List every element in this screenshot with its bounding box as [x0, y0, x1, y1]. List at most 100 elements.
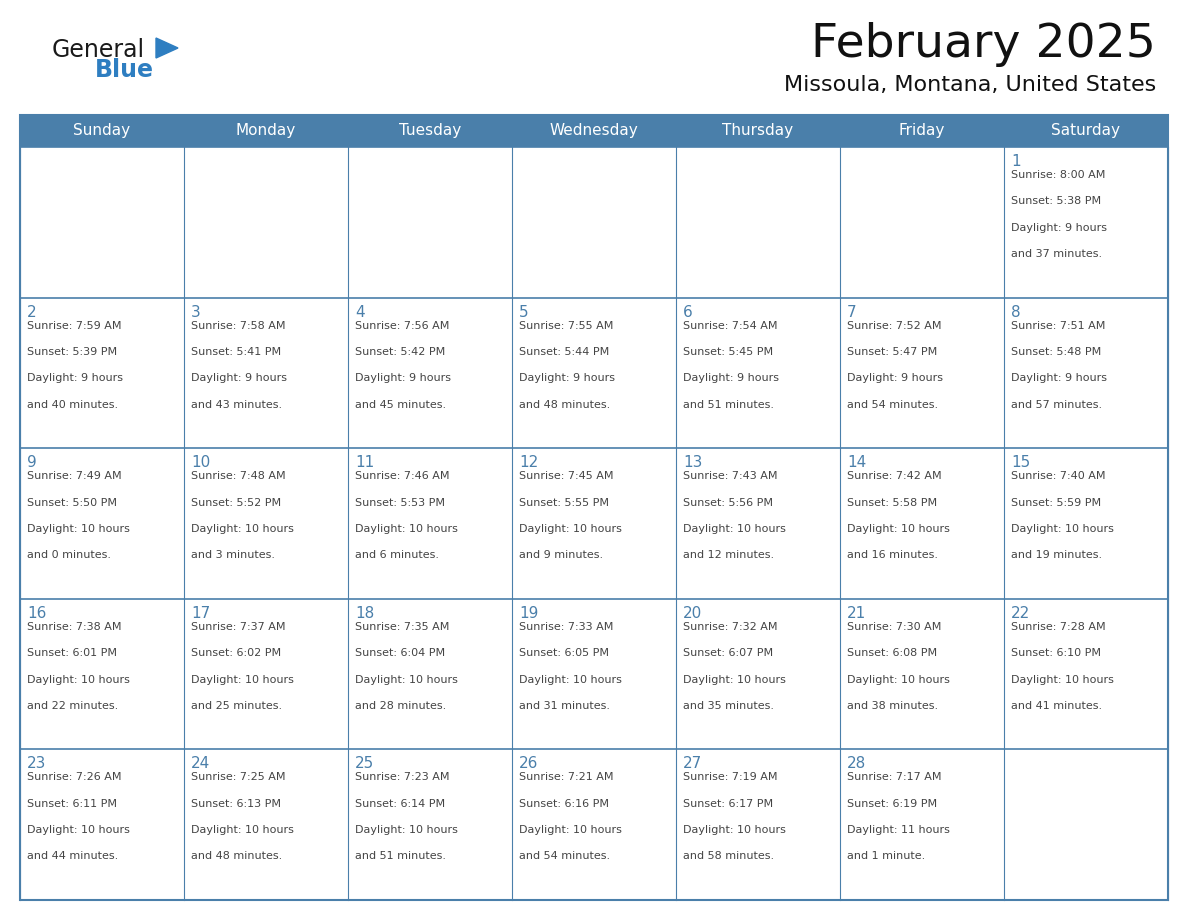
- Text: and 22 minutes.: and 22 minutes.: [27, 700, 119, 711]
- Text: Sunrise: 7:25 AM: Sunrise: 7:25 AM: [191, 772, 285, 782]
- Text: Sunrise: 7:56 AM: Sunrise: 7:56 AM: [355, 320, 449, 330]
- Bar: [676, 147, 840, 297]
- Bar: [840, 448, 1004, 599]
- Text: and 31 minutes.: and 31 minutes.: [519, 700, 609, 711]
- Text: 25: 25: [355, 756, 374, 771]
- Text: 20: 20: [683, 606, 702, 621]
- Bar: [20, 147, 184, 297]
- Text: 18: 18: [355, 606, 374, 621]
- Text: Daylight: 9 hours: Daylight: 9 hours: [683, 374, 779, 384]
- Text: Sunrise: 7:17 AM: Sunrise: 7:17 AM: [847, 772, 942, 782]
- Text: and 40 minutes.: and 40 minutes.: [27, 399, 118, 409]
- Bar: [676, 297, 840, 448]
- Text: 4: 4: [355, 305, 365, 319]
- Text: Daylight: 10 hours: Daylight: 10 hours: [1011, 675, 1114, 685]
- Text: Daylight: 9 hours: Daylight: 9 hours: [27, 374, 124, 384]
- Text: 5: 5: [519, 305, 529, 319]
- Text: Sunrise: 7:42 AM: Sunrise: 7:42 AM: [847, 471, 942, 481]
- Text: 13: 13: [683, 455, 702, 470]
- Text: and 38 minutes.: and 38 minutes.: [847, 700, 939, 711]
- Text: 21: 21: [847, 606, 866, 621]
- Text: 14: 14: [847, 455, 866, 470]
- Text: Daylight: 10 hours: Daylight: 10 hours: [683, 524, 786, 534]
- Text: 23: 23: [27, 756, 46, 771]
- Text: Daylight: 9 hours: Daylight: 9 hours: [191, 374, 287, 384]
- Text: 3: 3: [191, 305, 201, 319]
- Text: and 51 minutes.: and 51 minutes.: [355, 852, 446, 861]
- Text: Sunrise: 7:19 AM: Sunrise: 7:19 AM: [683, 772, 777, 782]
- Text: 1: 1: [1011, 154, 1020, 169]
- Text: Daylight: 10 hours: Daylight: 10 hours: [847, 675, 950, 685]
- Text: 7: 7: [847, 305, 857, 319]
- Text: Sunset: 6:11 PM: Sunset: 6:11 PM: [27, 799, 116, 809]
- Bar: [512, 448, 676, 599]
- Text: Sunday: Sunday: [74, 124, 131, 139]
- Text: Blue: Blue: [95, 58, 154, 82]
- Bar: [512, 147, 676, 297]
- Text: Sunrise: 7:37 AM: Sunrise: 7:37 AM: [191, 621, 285, 632]
- Text: Sunset: 6:13 PM: Sunset: 6:13 PM: [191, 799, 282, 809]
- Text: Daylight: 10 hours: Daylight: 10 hours: [519, 675, 621, 685]
- Text: Sunset: 6:05 PM: Sunset: 6:05 PM: [519, 648, 609, 658]
- Text: and 19 minutes.: and 19 minutes.: [1011, 550, 1102, 560]
- Text: and 54 minutes.: and 54 minutes.: [519, 852, 611, 861]
- Bar: [184, 749, 348, 900]
- Text: 27: 27: [683, 756, 702, 771]
- Text: 15: 15: [1011, 455, 1030, 470]
- Text: Daylight: 10 hours: Daylight: 10 hours: [519, 825, 621, 835]
- Text: and 57 minutes.: and 57 minutes.: [1011, 399, 1102, 409]
- Text: Sunrise: 7:35 AM: Sunrise: 7:35 AM: [355, 621, 449, 632]
- Text: and 25 minutes.: and 25 minutes.: [191, 700, 282, 711]
- Text: Sunrise: 7:32 AM: Sunrise: 7:32 AM: [683, 621, 777, 632]
- Bar: [676, 599, 840, 749]
- Bar: [676, 749, 840, 900]
- Polygon shape: [156, 38, 178, 58]
- Text: Missoula, Montana, United States: Missoula, Montana, United States: [784, 75, 1156, 95]
- Text: Friday: Friday: [899, 124, 946, 139]
- Text: Sunrise: 7:55 AM: Sunrise: 7:55 AM: [519, 320, 613, 330]
- Text: Monday: Monday: [236, 124, 296, 139]
- Text: 12: 12: [519, 455, 538, 470]
- Text: Thursday: Thursday: [722, 124, 794, 139]
- Text: 2: 2: [27, 305, 37, 319]
- Text: Sunrise: 7:59 AM: Sunrise: 7:59 AM: [27, 320, 121, 330]
- Bar: [20, 115, 1168, 147]
- Bar: [20, 599, 184, 749]
- Bar: [348, 749, 512, 900]
- Text: and 1 minute.: and 1 minute.: [847, 852, 925, 861]
- Text: Daylight: 10 hours: Daylight: 10 hours: [27, 524, 129, 534]
- Text: 22: 22: [1011, 606, 1030, 621]
- Text: Tuesday: Tuesday: [399, 124, 461, 139]
- Text: Sunset: 5:52 PM: Sunset: 5:52 PM: [191, 498, 282, 508]
- Text: Daylight: 10 hours: Daylight: 10 hours: [847, 524, 950, 534]
- Text: Sunset: 6:07 PM: Sunset: 6:07 PM: [683, 648, 773, 658]
- Text: and 43 minutes.: and 43 minutes.: [191, 399, 282, 409]
- Text: General: General: [52, 38, 145, 62]
- Bar: [348, 599, 512, 749]
- Text: Sunset: 5:50 PM: Sunset: 5:50 PM: [27, 498, 116, 508]
- Text: 28: 28: [847, 756, 866, 771]
- Bar: [1004, 147, 1168, 297]
- Text: Sunset: 6:14 PM: Sunset: 6:14 PM: [355, 799, 446, 809]
- Bar: [840, 599, 1004, 749]
- Text: and 54 minutes.: and 54 minutes.: [847, 399, 939, 409]
- Text: Daylight: 10 hours: Daylight: 10 hours: [1011, 524, 1114, 534]
- Text: Daylight: 10 hours: Daylight: 10 hours: [519, 524, 621, 534]
- Bar: [184, 297, 348, 448]
- Bar: [184, 448, 348, 599]
- Text: Daylight: 10 hours: Daylight: 10 hours: [355, 524, 457, 534]
- Text: and 37 minutes.: and 37 minutes.: [1011, 249, 1102, 259]
- Text: and 0 minutes.: and 0 minutes.: [27, 550, 110, 560]
- Text: 26: 26: [519, 756, 538, 771]
- Text: 17: 17: [191, 606, 210, 621]
- Text: Sunset: 6:02 PM: Sunset: 6:02 PM: [191, 648, 282, 658]
- Bar: [20, 297, 184, 448]
- Text: Sunset: 6:04 PM: Sunset: 6:04 PM: [355, 648, 446, 658]
- Text: Daylight: 9 hours: Daylight: 9 hours: [519, 374, 615, 384]
- Text: and 12 minutes.: and 12 minutes.: [683, 550, 775, 560]
- Text: February 2025: February 2025: [811, 22, 1156, 67]
- Text: Sunrise: 7:40 AM: Sunrise: 7:40 AM: [1011, 471, 1106, 481]
- Text: Sunset: 5:45 PM: Sunset: 5:45 PM: [683, 347, 773, 357]
- Bar: [348, 297, 512, 448]
- Bar: [348, 448, 512, 599]
